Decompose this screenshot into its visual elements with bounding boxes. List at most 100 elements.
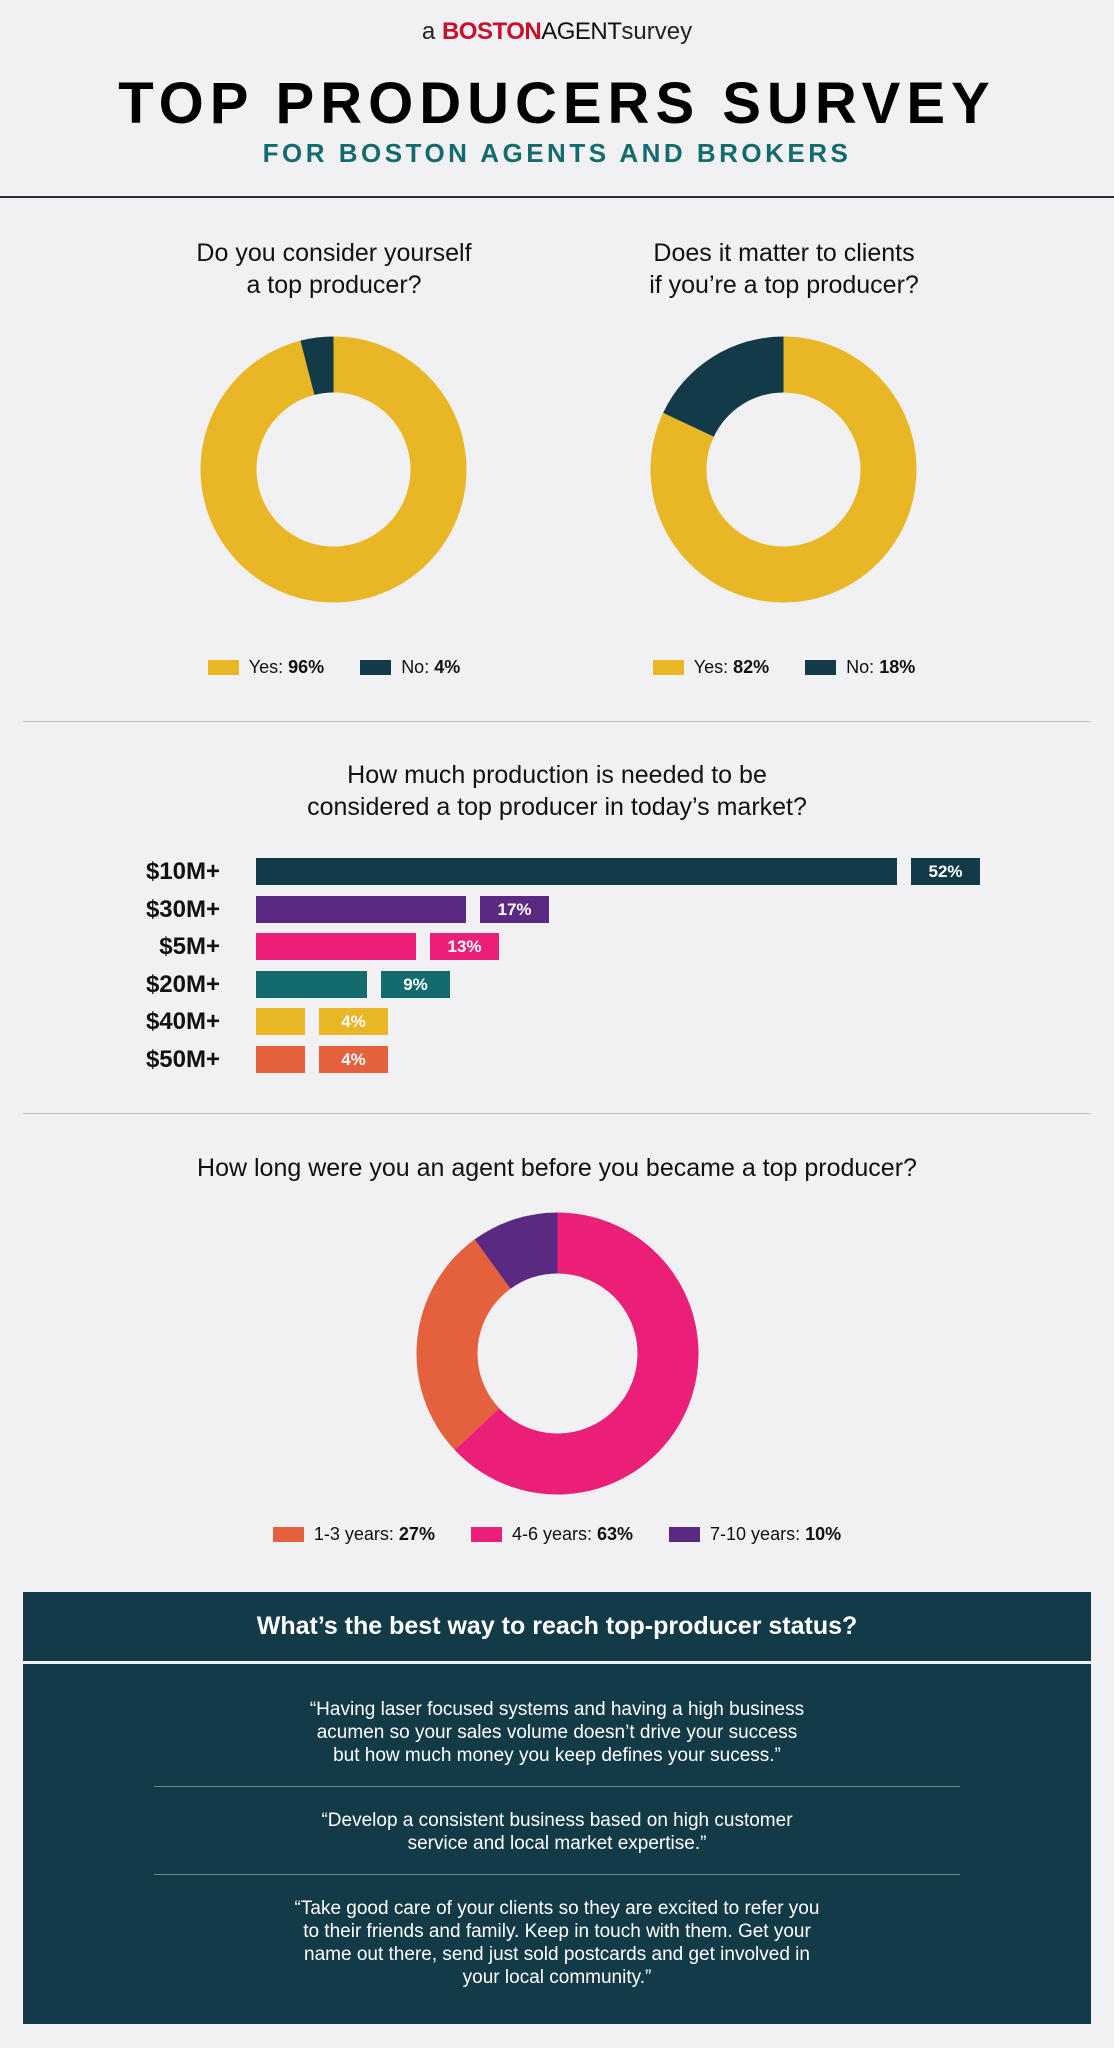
brand-logo: BOSTONAGENT — [441, 18, 622, 45]
q1-legend-yes-value: 96% — [288, 657, 325, 677]
quotes-panel: What’s the best way to reach top-produce… — [23, 1592, 1091, 2024]
q1-title: Do you consider yourself a top producer? — [124, 237, 544, 301]
section-divider-1 — [23, 721, 1091, 722]
quote-3-line-2: to their friends and family. Keep in tou… — [303, 1921, 811, 1942]
q4-legend-4-6-label: 4-6 years: — [511, 1524, 592, 1544]
q4-donut-slices — [416, 1212, 699, 1495]
bar-label-50m: $50M+ — [145, 1046, 220, 1073]
quote-2: “Develop a consistent business based on … — [23, 1809, 1091, 1855]
bar-5m — [256, 933, 416, 960]
q1-slice-no — [300, 336, 334, 395]
q1-donut-slices — [200, 336, 467, 603]
q4-legend-1-3: 1-3 years: 27% — [272, 1524, 435, 1545]
q1-legend-no-label: No: — [401, 657, 430, 677]
q4-donut-chart — [416, 1212, 699, 1495]
q4-legend-4-6: 4-6 years: 63% — [470, 1524, 634, 1545]
q2-legend-no-label: No: — [846, 657, 875, 677]
q1-legend-yes-label: Yes: — [248, 657, 284, 677]
bar-10m — [256, 858, 897, 885]
q3-title-line-2: considered a top producer in today’s mar… — [307, 793, 807, 821]
quote-1-line-1: “Having laser focused systems and having… — [309, 1699, 805, 1720]
brand-prefix: a — [421, 18, 436, 45]
quote-3-line-1: “Take good care of your clients so they … — [294, 1898, 820, 1919]
q1-slice-yes — [200, 336, 467, 603]
q1-legend: Yes: 96% No: 4% — [124, 657, 544, 678]
quote-1-line-2: acumen so your sales volume doesn’t driv… — [316, 1722, 798, 1743]
q2-legend-yes: Yes: 82% — [652, 657, 770, 678]
bar-label-10m: $10M+ — [145, 858, 220, 885]
q2-legend-no-value: 18% — [879, 657, 916, 677]
q1-title-line-1: Do you consider yourself — [196, 239, 472, 267]
q4-legend-7-10: 7-10 years: 10% — [669, 1524, 841, 1545]
quotes-panel-divider — [23, 1661, 1091, 1664]
q4-legend-1-3-swatch — [272, 1527, 304, 1542]
quotes-panel-title: What’s the best way to reach top-produce… — [256, 1612, 858, 1640]
q2-legend-no: No: 18% — [805, 657, 915, 678]
q2-legend-yes-label: Yes: — [693, 657, 729, 677]
q4-legend: 1-3 years: 27% 4-6 years: 63% 7-10 years: 1… — [0, 1524, 1114, 1545]
brand-name-boston: BOSTON — [441, 18, 542, 45]
q4-title-line-1: How long were you an agent before you be… — [197, 1154, 917, 1182]
quote-1: “Having laser focused systems and having… — [23, 1698, 1091, 1767]
q4-legend-4-6-swatch — [470, 1527, 502, 1542]
bar-label-40m: $40M+ — [145, 1008, 220, 1035]
brand-name-agent: AGENT — [541, 18, 622, 45]
quote-3-line-4: your local community.” — [462, 1967, 652, 1988]
q1-legend-no: No: 4% — [360, 657, 460, 678]
quote-2-line-2: service and local market expertise.” — [407, 1833, 707, 1854]
bar-label-20m: $20M+ — [145, 971, 220, 998]
section-divider-2 — [23, 1113, 1091, 1114]
q4-slice-1-3-years — [416, 1239, 511, 1451]
bar-value-40m: 4% — [319, 1008, 388, 1035]
q2-donut-slices — [650, 336, 917, 603]
quote-divider-2 — [154, 1874, 960, 1875]
q4-legend-1-3-value: 27% — [398, 1524, 435, 1544]
q2-title-line-2: if you’re a top producer? — [649, 271, 919, 299]
q4-slice-7-10-years — [474, 1212, 558, 1289]
bar-value-30m: 17% — [480, 896, 549, 923]
q2-slice-yes — [650, 336, 917, 603]
q2-legend: Yes: 82% No: 18% — [574, 657, 994, 678]
q2-legend-yes-value: 82% — [733, 657, 770, 677]
quote-3-line-3: name out there, send just sold postcards… — [304, 1944, 810, 1965]
q2-donut-chart — [650, 336, 917, 603]
q1-legend-yes-swatch — [207, 660, 239, 675]
bar-value-20m: 9% — [381, 971, 450, 998]
q1-donut-chart — [200, 336, 467, 603]
q1-legend-yes: Yes: 96% — [207, 657, 325, 678]
bar-50m — [256, 1046, 305, 1073]
page-title: TOP PRODUCERS SURVEY — [118, 71, 996, 136]
q1-title-line-2: a top producer? — [246, 271, 422, 299]
q2-legend-yes-swatch — [652, 660, 684, 675]
bar-label-30m: $30M+ — [145, 896, 220, 923]
bar-value-5m: 13% — [430, 933, 499, 960]
brand-suffix: survey — [621, 18, 693, 45]
bar-20m — [256, 971, 367, 998]
q1-legend-no-swatch — [360, 660, 392, 675]
quote-divider-1 — [154, 1786, 960, 1787]
q4-legend-7-10-swatch — [669, 1527, 701, 1542]
quote-3: “Take good care of your clients so they … — [23, 1897, 1091, 1989]
q2-slice-no — [663, 336, 784, 437]
page-subtitle: FOR BOSTON AGENTS AND BROKERS — [262, 138, 852, 168]
header-divider — [0, 196, 1114, 198]
brand-line: a BOSTONAGENTsurvey — [0, 18, 1114, 46]
q2-legend-no-swatch — [805, 660, 837, 675]
bar-value-50m: 4% — [319, 1046, 388, 1073]
quote-1-line-3: but how much money you keep defines your… — [333, 1745, 781, 1766]
bar-label-5m: $5M+ — [159, 933, 220, 960]
q2-title: Does it matter to clients if you’re a to… — [564, 237, 1004, 301]
q1-legend-no-value: 4% — [434, 657, 461, 677]
q4-legend-7-10-value: 10% — [805, 1524, 842, 1544]
q4-legend-1-3-label: 1-3 years: — [313, 1524, 394, 1544]
q4-legend-7-10-label: 7-10 years: — [710, 1524, 801, 1544]
q4-slice-4-6-years — [454, 1212, 699, 1495]
q4-legend-4-6-value: 63% — [597, 1524, 634, 1544]
q3-title: How much production is needed to be cons… — [0, 759, 1114, 823]
bar-value-10m: 52% — [911, 858, 980, 885]
q3-title-line-1: How much production is needed to be — [347, 761, 767, 789]
q4-title: How long were you an agent before you be… — [0, 1152, 1114, 1184]
bar-30m — [256, 896, 466, 923]
q2-title-line-1: Does it matter to clients — [653, 239, 915, 267]
quote-2-line-1: “Develop a consistent business based on … — [321, 1810, 793, 1831]
